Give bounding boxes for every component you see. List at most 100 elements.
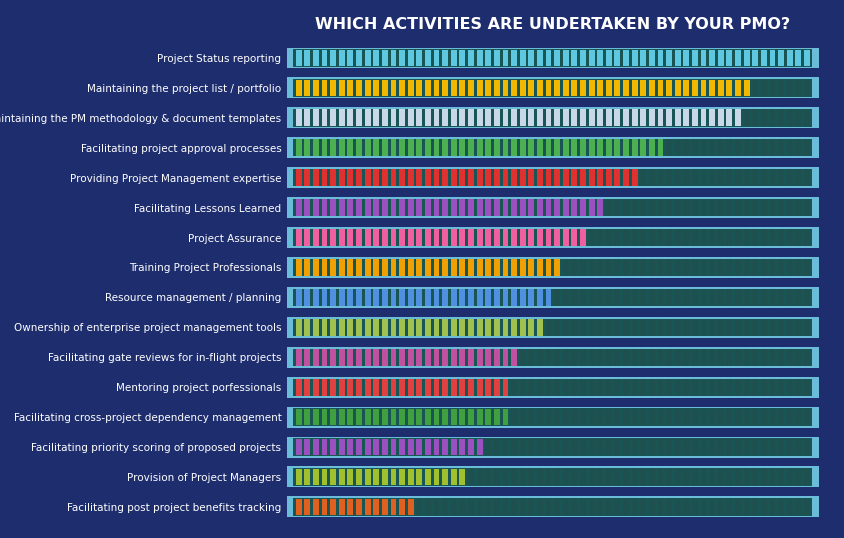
FancyBboxPatch shape	[485, 139, 491, 156]
FancyBboxPatch shape	[770, 259, 776, 276]
FancyBboxPatch shape	[537, 229, 543, 246]
FancyBboxPatch shape	[588, 169, 594, 186]
FancyBboxPatch shape	[641, 499, 647, 515]
FancyBboxPatch shape	[356, 349, 362, 366]
FancyBboxPatch shape	[356, 49, 362, 66]
FancyBboxPatch shape	[555, 80, 560, 96]
FancyBboxPatch shape	[752, 229, 758, 246]
FancyBboxPatch shape	[295, 139, 301, 156]
FancyBboxPatch shape	[434, 499, 440, 515]
FancyBboxPatch shape	[614, 109, 620, 126]
FancyBboxPatch shape	[641, 139, 647, 156]
FancyBboxPatch shape	[338, 319, 344, 336]
FancyBboxPatch shape	[623, 199, 629, 216]
FancyBboxPatch shape	[399, 499, 405, 515]
FancyBboxPatch shape	[641, 229, 647, 246]
FancyBboxPatch shape	[322, 109, 327, 126]
FancyBboxPatch shape	[580, 139, 586, 156]
FancyBboxPatch shape	[649, 169, 655, 186]
FancyBboxPatch shape	[555, 499, 560, 515]
FancyBboxPatch shape	[709, 49, 715, 66]
FancyBboxPatch shape	[408, 229, 414, 246]
FancyBboxPatch shape	[451, 289, 457, 306]
FancyBboxPatch shape	[442, 139, 448, 156]
FancyBboxPatch shape	[434, 409, 440, 426]
FancyBboxPatch shape	[520, 139, 526, 156]
FancyBboxPatch shape	[416, 289, 422, 306]
FancyBboxPatch shape	[425, 109, 430, 126]
FancyBboxPatch shape	[287, 257, 819, 278]
FancyBboxPatch shape	[338, 80, 344, 96]
FancyBboxPatch shape	[623, 319, 629, 336]
FancyBboxPatch shape	[287, 287, 819, 308]
FancyBboxPatch shape	[631, 438, 637, 456]
FancyBboxPatch shape	[294, 318, 812, 336]
FancyBboxPatch shape	[545, 438, 551, 456]
FancyBboxPatch shape	[348, 409, 354, 426]
FancyBboxPatch shape	[744, 229, 749, 246]
FancyBboxPatch shape	[477, 169, 483, 186]
FancyBboxPatch shape	[571, 469, 577, 485]
FancyBboxPatch shape	[563, 499, 569, 515]
FancyBboxPatch shape	[520, 319, 526, 336]
FancyBboxPatch shape	[709, 229, 715, 246]
FancyBboxPatch shape	[571, 49, 577, 66]
FancyBboxPatch shape	[598, 169, 603, 186]
FancyBboxPatch shape	[795, 49, 801, 66]
FancyBboxPatch shape	[365, 229, 371, 246]
FancyBboxPatch shape	[709, 109, 715, 126]
FancyBboxPatch shape	[692, 349, 698, 366]
FancyBboxPatch shape	[727, 409, 733, 426]
FancyBboxPatch shape	[692, 499, 698, 515]
FancyBboxPatch shape	[338, 379, 344, 395]
FancyBboxPatch shape	[727, 169, 733, 186]
FancyBboxPatch shape	[598, 139, 603, 156]
FancyBboxPatch shape	[580, 499, 586, 515]
FancyBboxPatch shape	[494, 349, 500, 366]
FancyBboxPatch shape	[649, 379, 655, 395]
FancyBboxPatch shape	[330, 139, 336, 156]
FancyBboxPatch shape	[330, 438, 336, 456]
FancyBboxPatch shape	[416, 49, 422, 66]
FancyBboxPatch shape	[537, 259, 543, 276]
FancyBboxPatch shape	[295, 349, 301, 366]
FancyBboxPatch shape	[675, 438, 680, 456]
FancyBboxPatch shape	[649, 109, 655, 126]
FancyBboxPatch shape	[416, 259, 422, 276]
FancyBboxPatch shape	[735, 379, 741, 395]
FancyBboxPatch shape	[675, 229, 680, 246]
FancyBboxPatch shape	[468, 379, 474, 395]
FancyBboxPatch shape	[511, 349, 517, 366]
FancyBboxPatch shape	[718, 349, 723, 366]
FancyBboxPatch shape	[606, 169, 612, 186]
FancyBboxPatch shape	[434, 379, 440, 395]
FancyBboxPatch shape	[485, 289, 491, 306]
FancyBboxPatch shape	[356, 409, 362, 426]
FancyBboxPatch shape	[692, 259, 698, 276]
FancyBboxPatch shape	[555, 259, 560, 276]
FancyBboxPatch shape	[468, 169, 474, 186]
FancyBboxPatch shape	[795, 469, 801, 485]
FancyBboxPatch shape	[528, 409, 534, 426]
FancyBboxPatch shape	[305, 229, 311, 246]
FancyBboxPatch shape	[641, 379, 647, 395]
FancyBboxPatch shape	[666, 469, 672, 485]
FancyBboxPatch shape	[692, 438, 698, 456]
FancyBboxPatch shape	[459, 379, 465, 395]
FancyBboxPatch shape	[778, 109, 784, 126]
FancyBboxPatch shape	[588, 49, 594, 66]
FancyBboxPatch shape	[287, 197, 819, 218]
FancyBboxPatch shape	[520, 499, 526, 515]
FancyBboxPatch shape	[408, 469, 414, 485]
FancyBboxPatch shape	[778, 169, 784, 186]
FancyBboxPatch shape	[494, 438, 500, 456]
FancyBboxPatch shape	[649, 438, 655, 456]
FancyBboxPatch shape	[752, 438, 758, 456]
FancyBboxPatch shape	[675, 469, 680, 485]
FancyBboxPatch shape	[502, 229, 508, 246]
FancyBboxPatch shape	[718, 169, 723, 186]
FancyBboxPatch shape	[623, 349, 629, 366]
FancyBboxPatch shape	[459, 289, 465, 306]
FancyBboxPatch shape	[555, 438, 560, 456]
FancyBboxPatch shape	[735, 199, 741, 216]
